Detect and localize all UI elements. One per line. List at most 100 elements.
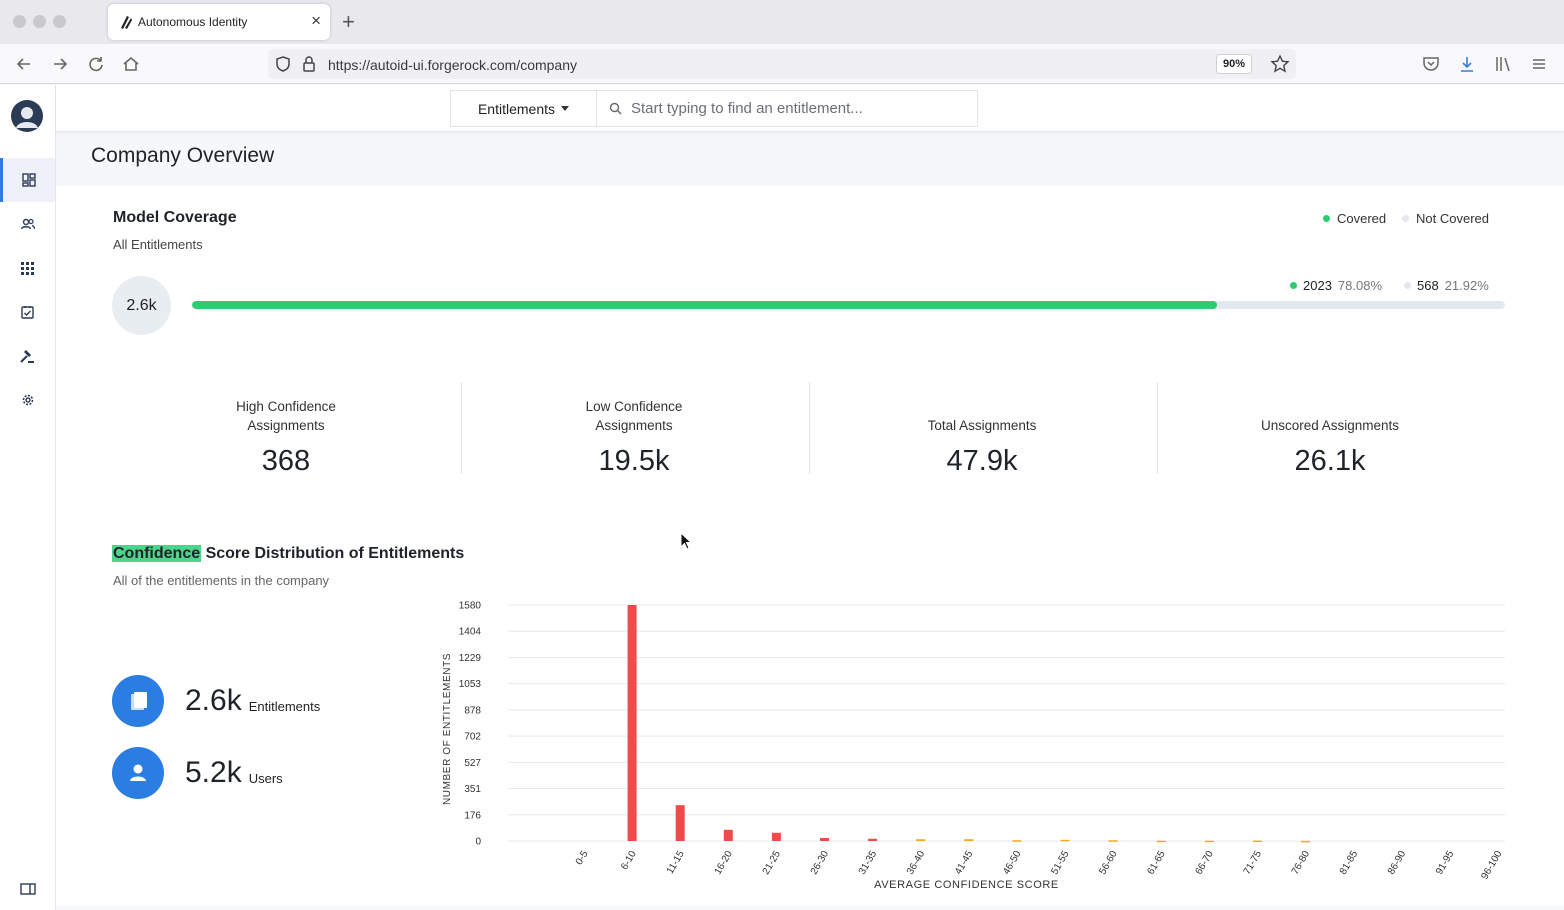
entitlement-search-bar: Entitlements (56, 85, 1564, 132)
sidebar-item-rules[interactable] (0, 334, 55, 378)
entitlement-search-field[interactable] (596, 90, 978, 127)
apps-grid-icon (21, 261, 34, 275)
stat-divider (809, 382, 810, 474)
y-tick-label: 1404 (459, 627, 482, 638)
bar (771, 832, 781, 841)
browser-tab[interactable]: Autonomous Identity × (108, 4, 330, 40)
dashboard-icon (22, 173, 36, 187)
bar (1060, 839, 1070, 842)
bar (1301, 840, 1310, 843)
reload-icon[interactable] (85, 53, 107, 75)
forward-icon[interactable] (49, 53, 71, 75)
download-icon[interactable] (1456, 53, 1478, 75)
zoom-level[interactable]: 90% (1215, 54, 1252, 74)
not-covered-count-value: 568 (1417, 278, 1439, 293)
x-tick-label: 66-70 (1194, 849, 1217, 877)
x-tick-label: 86-90 (1386, 849, 1409, 877)
sidebar-item-dashboard[interactable] (0, 158, 55, 202)
distribution-title-rest: Score Distribution of Entitlements (201, 545, 465, 562)
x-tick-label: 61-65 (1145, 849, 1168, 877)
y-tick-label: 1053 (459, 679, 482, 690)
stat-low-confidence: Low Confidence Assignments 19.5k (460, 391, 808, 478)
stat-label-line1: High Confidence (236, 399, 336, 414)
stat-label: Low Confidence Assignments (460, 391, 808, 435)
bar (868, 838, 878, 841)
gear-icon (22, 394, 33, 406)
document-icon (131, 692, 147, 710)
window-close-button[interactable] (13, 15, 26, 28)
covered-count-pct: 78.08% (1337, 278, 1383, 293)
shield-icon[interactable] (274, 55, 292, 73)
sidebar-item-assignments[interactable] (0, 290, 55, 334)
bar (1204, 840, 1214, 843)
x-tick-label: 26-30 (809, 849, 832, 877)
coverage-progress-bar (192, 301, 1505, 309)
y-tick-label: 878 (464, 705, 481, 716)
users-summary: 5.2k Users (112, 747, 283, 799)
y-tick-label: 0 (475, 837, 481, 848)
search-icon (609, 102, 622, 115)
sidebar-item-settings[interactable] (0, 378, 55, 422)
bar (1108, 840, 1118, 842)
y-tick-label: 527 (464, 758, 481, 769)
confidence-distribution-chart: 1580 1404 1229 1053 878 702 527 351 176 0 NUMBER O… (442, 601, 1505, 891)
entitlements-summary: 2.6k Entitlements (112, 675, 320, 727)
x-tick-label: 11-15 (665, 849, 687, 876)
x-tick-label: 81-85 (1338, 849, 1361, 877)
stat-high-confidence: High Confidence Assignments 368 (112, 391, 460, 478)
home-icon[interactable] (120, 53, 142, 75)
bar (1156, 840, 1166, 843)
not-covered-count-dot (1404, 282, 1411, 289)
window-maximize-button[interactable] (53, 15, 66, 28)
page-title: Company Overview (91, 144, 275, 167)
new-tab-button[interactable]: + (342, 9, 355, 34)
x-tick-label: 41-45 (953, 849, 976, 877)
sidebar-item-applications[interactable] (0, 246, 55, 290)
stat-label-line2: Assignments (595, 418, 673, 433)
users-value: 5.2k (185, 756, 242, 789)
company-overview-card: Model Coverage All Entitlements Covered … (56, 186, 1564, 906)
avatar-icon (12, 101, 42, 131)
legend-covered: Covered (1323, 211, 1386, 226)
window-minimize-button[interactable] (33, 15, 46, 28)
user-avatar[interactable] (11, 100, 43, 132)
x-tick-label: 31-35 (857, 849, 880, 877)
pocket-icon[interactable] (1420, 53, 1442, 75)
bar (1012, 840, 1022, 842)
total-entitlements-circle: 2.6k (112, 276, 171, 335)
stat-label: High Confidence Assignments (112, 391, 460, 435)
lock-icon[interactable] (300, 55, 318, 73)
url-bar[interactable]: https://autoid-ui.forgerock.com/company … (268, 49, 1296, 79)
bar (627, 605, 637, 841)
bookmark-star-icon[interactable] (1270, 54, 1290, 74)
close-tab-icon[interactable]: × (311, 11, 321, 30)
library-icon[interactable] (1492, 53, 1514, 75)
browser-nav-bar: https://autoid-ui.forgerock.com/company … (0, 44, 1564, 84)
stat-value: 368 (261, 445, 311, 477)
sidebar-toggle-button[interactable] (0, 867, 55, 910)
x-tick-label: 56-60 (1097, 849, 1120, 877)
bar (916, 839, 926, 841)
url-text[interactable]: https://autoid-ui.forgerock.com/company (328, 57, 578, 73)
covered-count: 2023 78.08% (1290, 278, 1382, 293)
stat-label-line1: Low Confidence (585, 399, 683, 414)
entitlements-badge (112, 675, 164, 727)
x-tick-label: 16-20 (713, 849, 736, 877)
menu-icon[interactable] (1528, 53, 1550, 75)
sidebar-item-users[interactable] (0, 202, 55, 246)
y-axis-label: NUMBER OF ENTITLEMENTS (442, 653, 453, 805)
search-input[interactable] (631, 91, 971, 126)
x-tick-label: 46-50 (1001, 849, 1024, 877)
back-icon[interactable] (13, 53, 35, 75)
not-covered-count: 568 21.92% (1404, 278, 1489, 293)
y-tick-label: 1580 (459, 601, 482, 612)
app-sidebar (0, 85, 56, 910)
legend-not-covered: Not Covered (1402, 211, 1489, 226)
search-type-dropdown[interactable]: Entitlements (450, 90, 596, 127)
x-axis-label: AVERAGE CONFIDENCE SCORE (874, 879, 1059, 891)
bar (723, 829, 733, 841)
sidebar-toggle-icon (19, 883, 36, 895)
users-label: Users (248, 770, 283, 786)
x-tick-label: 96-100 (1479, 849, 1504, 882)
stat-value: 47.9k (946, 445, 1018, 477)
